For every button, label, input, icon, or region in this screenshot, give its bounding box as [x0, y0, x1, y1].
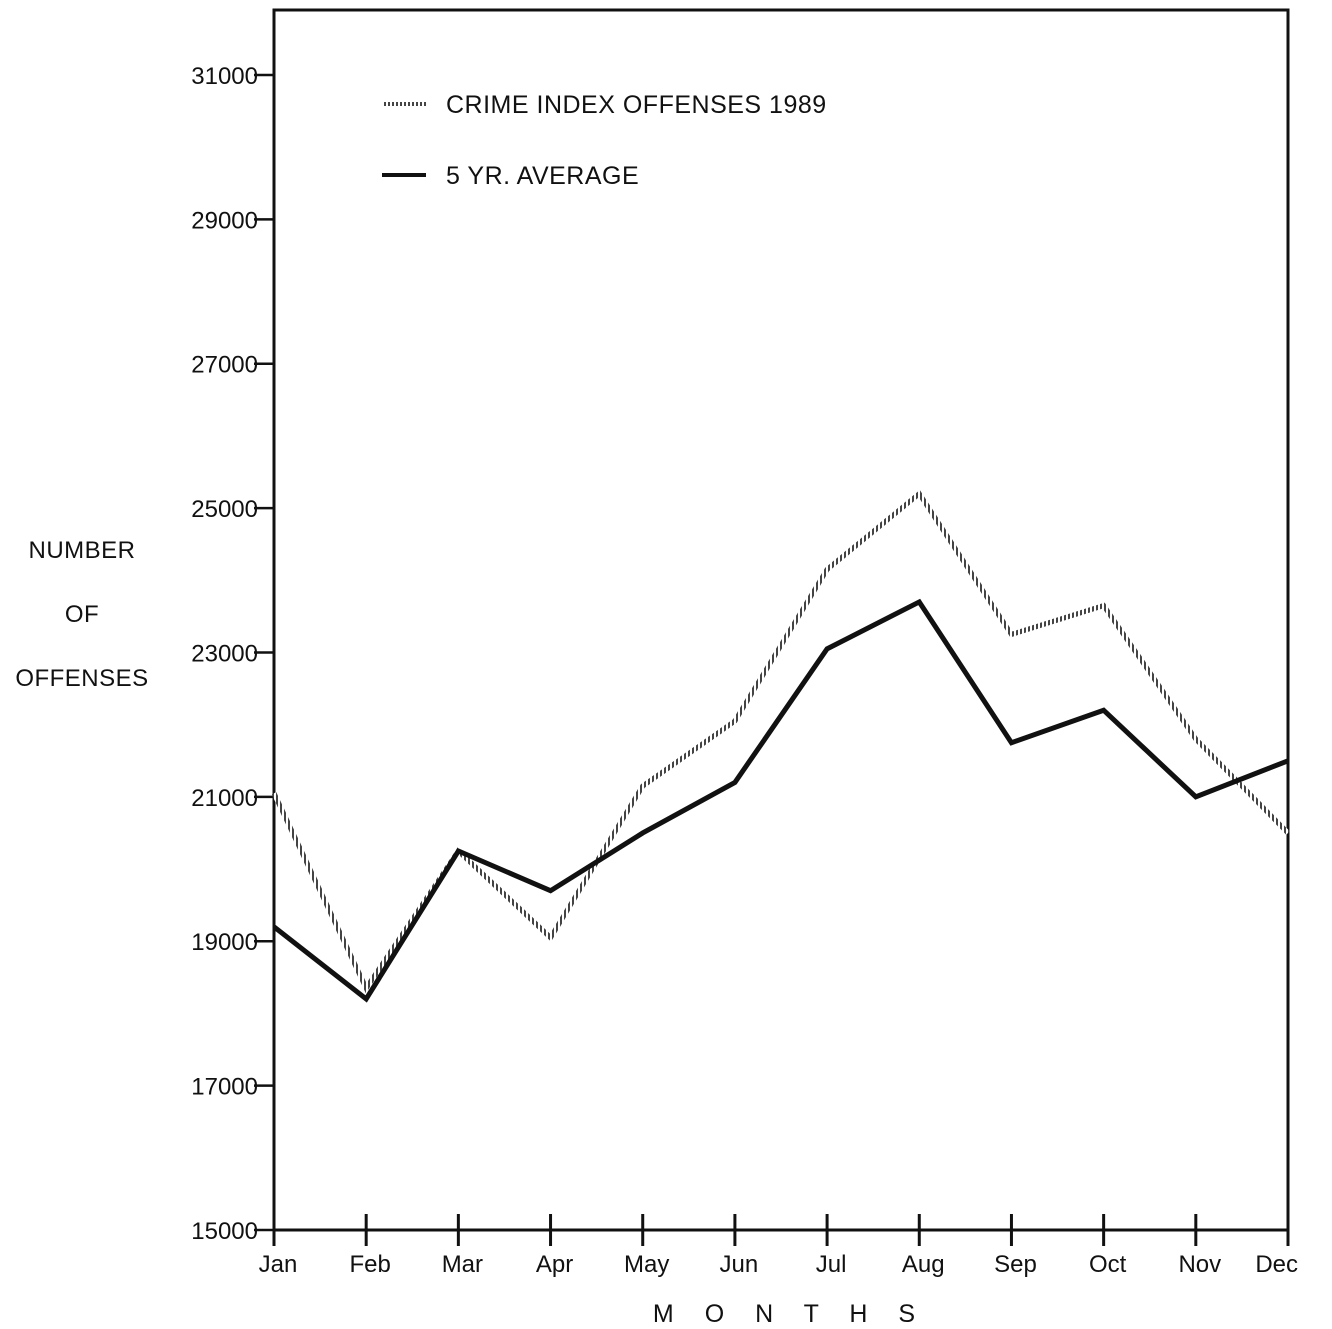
x-tick-label-jul: Jul	[816, 1251, 847, 1278]
y-tick-label-25000: 25000	[191, 496, 258, 523]
y-tick-label-17000: 17000	[191, 1074, 258, 1101]
x-tick-label-dec: Dec	[1255, 1251, 1298, 1278]
y-tick-label-15000: 15000	[191, 1218, 258, 1245]
x-axis: Jan Feb Mar Apr May Jun Jul Aug Sep Oct Nov Dec	[259, 1214, 1298, 1278]
x-tick-label-may: May	[624, 1251, 669, 1278]
y-axis: 31000 29000 27000 25000 23000 21000 19000 17000…	[191, 63, 274, 1245]
x-tick-label-jun: Jun	[720, 1251, 759, 1278]
y-axis-title: NUMBER OF OFFENSES	[15, 537, 148, 692]
legend-label-crime-index: CRIME INDEX OFFENSES 1989	[446, 91, 827, 119]
series-line-5yr-average	[272, 598, 1289, 1003]
y-tick-label-23000: 23000	[191, 640, 258, 667]
y-axis-title-line-3: OFFENSES	[15, 665, 148, 692]
plot-frame	[272, 8, 1290, 1232]
y-tick-label-29000: 29000	[191, 207, 258, 234]
y-tick-label-19000: 19000	[191, 929, 258, 956]
legend: CRIME INDEX OFFENSES 1989 5 YR. AVERAGE	[382, 91, 827, 190]
x-tick-label-apr: Apr	[536, 1251, 573, 1278]
y-tick-label-21000: 21000	[191, 785, 258, 812]
y-axis-title-line-1: NUMBER	[28, 537, 135, 564]
x-tick-label-aug: Aug	[902, 1251, 945, 1278]
legend-label-5yr-average: 5 YR. AVERAGE	[446, 162, 639, 190]
y-tick-label-31000: 31000	[191, 63, 258, 90]
x-tick-label-feb: Feb	[350, 1251, 391, 1278]
x-tick-label-oct: Oct	[1089, 1251, 1127, 1278]
x-axis-title: M O N T H S	[653, 1300, 927, 1328]
x-tick-label-jan: Jan	[259, 1251, 298, 1278]
x-tick-label-nov: Nov	[1178, 1251, 1221, 1278]
series-layer	[271, 489, 1290, 1003]
x-tick-label-mar: Mar	[442, 1251, 483, 1278]
y-axis-title-line-2: OF	[65, 601, 99, 628]
y-tick-label-27000: 27000	[191, 352, 258, 379]
x-tick-label-sep: Sep	[994, 1251, 1037, 1278]
